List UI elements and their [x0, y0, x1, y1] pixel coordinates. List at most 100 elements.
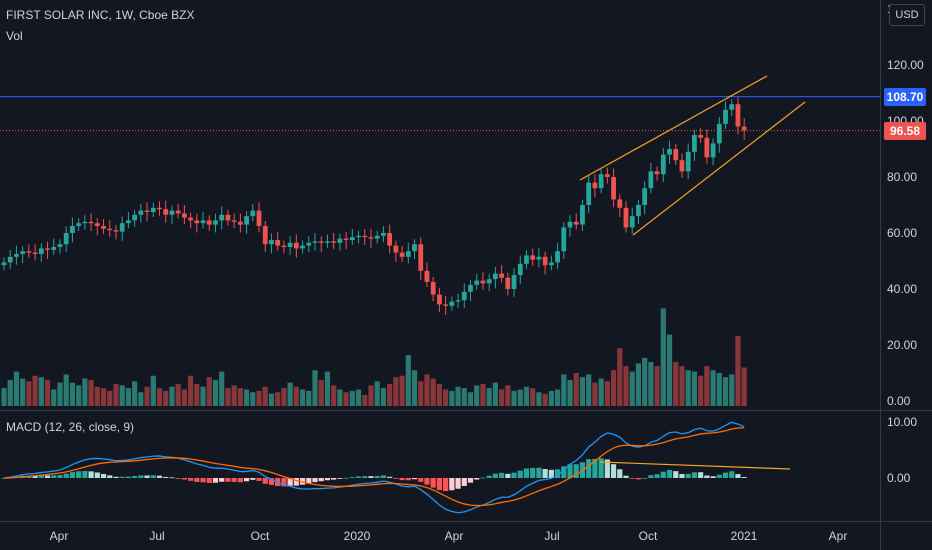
- volume-bar: [635, 363, 642, 406]
- volume-bar: [331, 385, 337, 406]
- last-price-tag: 96.58: [884, 122, 926, 140]
- candle-body: [430, 282, 436, 295]
- macd-histogram-bar: [418, 478, 424, 482]
- volume-bar: [337, 389, 343, 406]
- price-tick-label: 20.00: [887, 338, 917, 352]
- candle-body: [710, 143, 716, 158]
- volume-bar: [673, 362, 679, 406]
- candle-body: [592, 182, 598, 189]
- macd-histogram-bar: [523, 468, 530, 478]
- macd-histogram-bar: [623, 475, 629, 478]
- macd-histogram-bar: [374, 475, 380, 478]
- candle-body: [405, 251, 411, 257]
- candle-body: [741, 126, 747, 131]
- candle-body: [343, 238, 349, 240]
- volume-bar: [598, 378, 604, 406]
- macd-histogram-bar: [57, 475, 63, 478]
- currency-button[interactable]: USD: [889, 4, 925, 26]
- macd-histogram-bar: [212, 478, 219, 483]
- macd-histogram-bar: [517, 470, 523, 478]
- candle-body: [524, 255, 529, 264]
- volume-bar: [94, 386, 100, 406]
- macd-histogram-bar: [256, 478, 262, 481]
- candle-body: [237, 221, 243, 225]
- volume-bar: [57, 382, 63, 406]
- candle-body: [356, 235, 361, 238]
- volume-legend[interactable]: Vol: [6, 29, 23, 43]
- candle-body: [362, 235, 368, 238]
- volume-bar: [281, 388, 287, 406]
- candle-body: [418, 244, 424, 271]
- volume-bar: [44, 379, 51, 406]
- volume-bar: [567, 379, 573, 406]
- candle-body: [480, 280, 486, 284]
- macd-histogram-bar: [492, 473, 498, 478]
- volume-bar: [100, 388, 107, 406]
- volume-bar: [256, 390, 262, 406]
- macd-histogram-bar: [331, 478, 337, 480]
- volume-bar: [163, 390, 169, 406]
- macd-histogram-bar: [698, 472, 704, 478]
- macd-histogram-bar: [424, 478, 430, 485]
- macd-histogram-bar: [268, 478, 275, 485]
- candle-body: [38, 248, 44, 254]
- volume-bar: [449, 390, 455, 406]
- candle-body: [107, 228, 113, 231]
- candle-body: [275, 240, 281, 246]
- volume-bar: [175, 384, 181, 406]
- candle-body: [200, 220, 206, 224]
- volume-bar: [188, 375, 194, 406]
- volume-bar: [150, 375, 156, 406]
- macd-histogram-bar: [243, 478, 250, 482]
- macd-histogram-bar: [113, 476, 119, 478]
- macd-histogram-bar: [648, 475, 654, 478]
- macd-histogram-bar: [349, 477, 355, 478]
- macd-histogram-bar: [455, 478, 461, 489]
- macd-histogram-bar: [561, 466, 567, 478]
- volume-bar: [299, 389, 306, 406]
- candle-body: [505, 277, 511, 289]
- macd-tick-label: 0.00: [887, 471, 911, 485]
- macd-histogram-bar: [430, 478, 436, 488]
- macd-histogram-bar: [44, 475, 51, 478]
- volume-bar: [200, 386, 206, 406]
- symbol-legend[interactable]: FIRST SOLAR INC, 1W, Cboe BZX: [6, 8, 195, 22]
- macd-histogram-bar: [368, 476, 374, 478]
- volume-bar: [181, 389, 187, 406]
- candle-body: [729, 104, 735, 110]
- macd-histogram-bar: [169, 477, 175, 479]
- macd-histogram-bar: [337, 478, 343, 479]
- candle-body: [331, 241, 337, 243]
- candle-body: [119, 223, 125, 232]
- volume-bar: [542, 393, 548, 406]
- macd-histogram-bar: [324, 478, 331, 481]
- candle-body: [567, 221, 573, 228]
- candle-body: [57, 244, 63, 247]
- candle-body: [530, 255, 536, 260]
- macd-histogram-bar: [281, 478, 287, 487]
- volume-bar: [82, 378, 88, 406]
- macd-histogram-bar: [132, 476, 138, 478]
- wedge-upper-trendline: [579, 75, 768, 181]
- macd-histogram-bar: [100, 473, 107, 478]
- candle-body: [723, 109, 728, 124]
- macd-histogram-bar: [405, 478, 411, 481]
- volume-bar: [275, 392, 281, 406]
- candle-body: [636, 205, 641, 217]
- macd-histogram-bar: [399, 478, 405, 481]
- macd-histogram-bar: [299, 478, 306, 485]
- time-tick-label: Apr: [445, 529, 464, 543]
- macd-histogram-bar: [474, 478, 480, 480]
- volume-bar: [343, 392, 349, 406]
- macd-histogram-bar: [200, 478, 206, 483]
- volume-bar: [586, 374, 592, 406]
- macd-histogram-bar: [387, 476, 393, 478]
- volume-bar: [13, 371, 20, 406]
- macd-histogram-bar: [467, 478, 474, 483]
- candle-body: [536, 256, 542, 260]
- macd-legend[interactable]: MACD (12, 26, close, 9): [6, 420, 135, 434]
- macd-histogram-bar: [393, 478, 399, 479]
- candle-body: [281, 245, 287, 247]
